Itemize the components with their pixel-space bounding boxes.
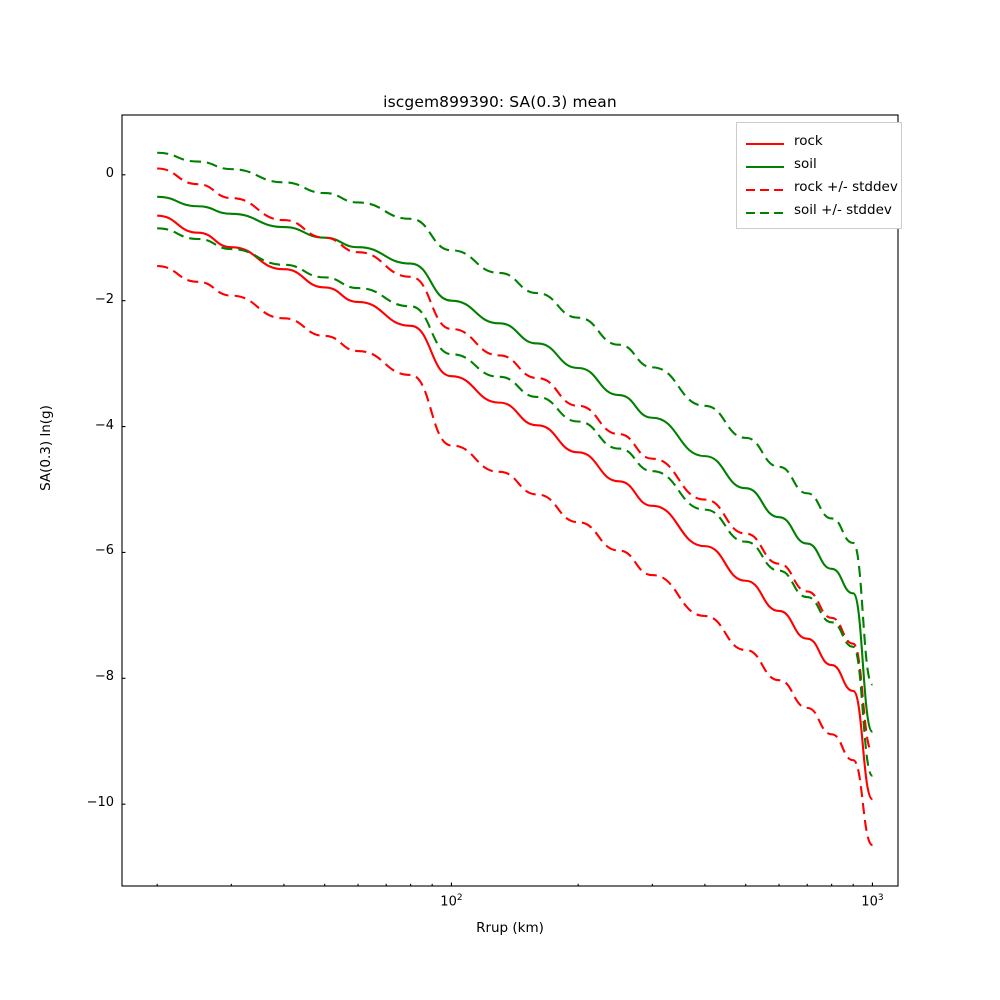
series-line-4 — [157, 151, 874, 686]
axes-frame — [121, 114, 899, 887]
series-line-1 — [157, 195, 874, 733]
y-tick-label: −10 — [86, 795, 114, 811]
legend-swatch-icon — [745, 135, 785, 147]
legend-entry-1[interactable]: soil — [745, 152, 893, 175]
legend-label: soil +/- stddev — [794, 201, 892, 218]
legend-entry-3[interactable]: soil +/- stddev — [745, 198, 893, 221]
legend-entry-0[interactable]: rock — [745, 129, 893, 152]
y-tick-label: −2 — [94, 291, 114, 307]
y-tick-label: −8 — [94, 669, 114, 685]
legend-label: rock +/- stddev — [794, 178, 898, 195]
legend-swatch-icon — [745, 181, 785, 193]
x-axis-label: Rrup (km) — [476, 920, 544, 936]
legend-swatch-icon — [745, 204, 785, 216]
legend[interactable]: rock soil rock +/- stddev soil +/- stddev — [736, 122, 902, 229]
series-line-0 — [157, 214, 874, 801]
legend-entry-2[interactable]: rock +/- stddev — [745, 175, 898, 198]
x-tick-label: 102 — [440, 893, 463, 910]
legend-label: rock — [794, 132, 823, 149]
x-tick-label: 103 — [861, 893, 884, 910]
tick-marks — [122, 174, 873, 886]
chart-title: iscgem899390: SA(0.3) mean — [383, 93, 617, 111]
y-tick-label: −4 — [94, 417, 114, 433]
y-tick-label: −6 — [94, 543, 114, 559]
series-line-3 — [157, 265, 874, 847]
legend-label: soil — [794, 155, 817, 172]
series-line-5 — [157, 227, 874, 777]
y-tick-label: 0 — [105, 165, 114, 181]
legend-swatch-icon — [745, 158, 785, 170]
series-layer — [157, 151, 874, 847]
series-line-2 — [157, 167, 874, 753]
y-axis-label: SA(0.3) ln(g) — [38, 405, 54, 491]
